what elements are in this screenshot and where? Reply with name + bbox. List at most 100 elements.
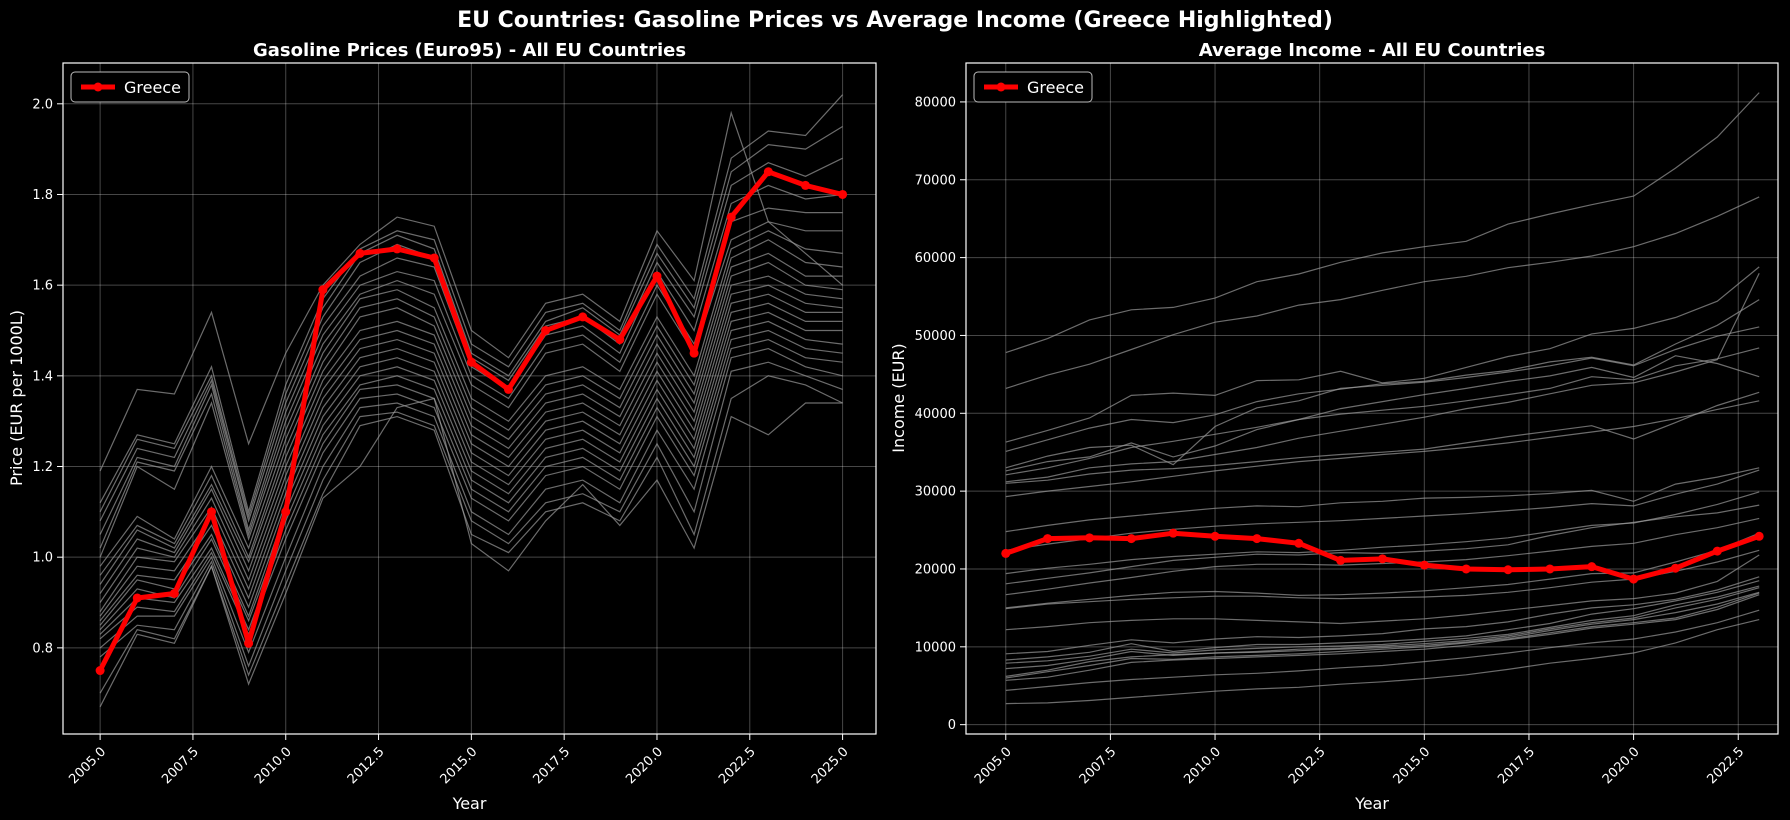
income-country-line: [1005, 517, 1760, 596]
gasoline-y-tick-label: 1.6: [32, 279, 53, 294]
income-x-tick-label: 2010.0: [1181, 744, 1224, 787]
income-greece-point: [1294, 538, 1304, 548]
gasoline-x-tick-label: 2022.5: [716, 744, 759, 787]
gasoline-y-tick-label: 1.4: [32, 369, 53, 384]
gasoline-y-tick-label: 1.0: [32, 551, 53, 566]
income-country-line: [1005, 619, 1760, 705]
income-greece-point: [1043, 534, 1053, 544]
gasoline-greece-point: [355, 248, 365, 258]
income-greece-point: [1503, 565, 1513, 575]
gasoline-y-tick-label: 0.8: [32, 641, 53, 656]
income-plot-frame: [965, 62, 1779, 735]
gasoline-greece-point: [541, 325, 551, 335]
gasoline-greece-point: [763, 167, 773, 177]
gasoline-country-line: [99, 361, 843, 668]
income-x-tick-label: 2022.5: [1705, 744, 1748, 787]
gasoline-y-tick-label: 1.8: [32, 188, 53, 203]
income-greece-point: [1419, 560, 1429, 570]
gasoline-other-series: [99, 94, 844, 708]
figure-suptitle: EU Countries: Gasoline Prices vs Average…: [457, 8, 1333, 33]
income-x-tick-label: 2012.5: [1286, 744, 1329, 787]
income-y-tick-label: 50000: [915, 329, 956, 344]
gasoline-x-tick-label: 2015.0: [438, 744, 481, 787]
gasoline-country-line: [99, 375, 843, 694]
gasoline-legend-marker: [93, 82, 103, 92]
gasoline-country-line: [99, 261, 843, 594]
income-country-line: [1005, 576, 1760, 655]
gasoline-country-line: [99, 284, 843, 612]
income-country-line: [1005, 299, 1760, 452]
gasoline-country-line: [99, 397, 843, 708]
income-legend-label: Greece: [1027, 78, 1084, 97]
income-y-axis-label: Income (EUR): [889, 343, 908, 452]
income-country-line: [1005, 467, 1760, 533]
gasoline-x-axis-label: Year: [452, 794, 487, 813]
income-country-line: [1005, 400, 1760, 498]
gasoline-country-line: [99, 252, 843, 585]
gasoline-greece-point: [578, 312, 588, 322]
income-greece-point: [1336, 555, 1346, 565]
income-country-line: [1005, 587, 1760, 670]
income-greece-point: [1210, 531, 1220, 541]
income-country-line: [1005, 585, 1760, 664]
income-y-tick-label: 0: [948, 718, 956, 733]
income-country-line: [1005, 580, 1760, 661]
income-other-series: [1005, 92, 1760, 705]
income-greece-series: [1001, 528, 1764, 584]
income-chart-title: Average Income - All EU Countries: [1199, 40, 1546, 61]
income-chart: 2005.0 2007.5 2010.0 2012.5 2015.0 2017.5 2020…: [889, 40, 1779, 813]
gasoline-country-line: [99, 125, 843, 519]
gasoline-x-tick-label: 2020.0: [623, 744, 666, 787]
income-greece-point: [1629, 574, 1639, 584]
gasoline-x-tick-label: 2007.5: [159, 744, 202, 787]
gasoline-greece-point: [503, 384, 513, 394]
gasoline-y-tick-label: 2.0: [32, 97, 53, 112]
income-country-line: [1005, 532, 1760, 609]
income-greece-point: [1126, 534, 1136, 544]
gasoline-y-tick-label: 1.2: [32, 460, 53, 475]
gasoline-x-ticks: 2005.0 2007.5 2010.0 2012.5 2015.0 2017.5 2020…: [66, 734, 852, 787]
gasoline-x-tick-label: 2010.0: [252, 744, 295, 787]
income-country-line: [1005, 326, 1760, 469]
gasoline-country-line: [99, 347, 843, 655]
gasoline-chart-title: Gasoline Prices (Euro95) - All EU Countr…: [253, 40, 686, 61]
income-country-line: [1005, 355, 1760, 472]
gasoline-country-line: [99, 230, 843, 567]
income-greece-point: [1587, 562, 1597, 572]
gasoline-greece-point: [689, 348, 699, 358]
income-grid: [966, 63, 1778, 734]
gasoline-price-chart: 2005.0 2007.5 2010.0 2012.5 2015.0 2017.5 2020…: [7, 40, 877, 813]
income-greece-point: [1084, 533, 1094, 543]
income-y-tick-label: 20000: [915, 562, 956, 577]
gasoline-greece-point: [392, 244, 402, 254]
income-greece-point: [1545, 564, 1555, 574]
gasoline-greece-point: [615, 335, 625, 345]
gasoline-x-tick-label: 2025.0: [809, 744, 852, 787]
income-country-line: [1005, 491, 1760, 575]
gasoline-country-line: [99, 329, 843, 635]
income-greece-point: [1670, 563, 1680, 573]
income-country-line: [1005, 196, 1760, 389]
gasoline-greece-point: [169, 588, 179, 598]
income-x-tick-label: 2020.0: [1600, 744, 1643, 787]
income-greece-point: [1168, 528, 1178, 538]
income-legend-box: [973, 71, 1093, 103]
gasoline-country-line: [99, 320, 843, 631]
income-legend-marker: [996, 82, 1006, 92]
gasoline-greece-point: [726, 212, 736, 222]
gasoline-country-line: [99, 338, 843, 640]
income-country-line: [1005, 469, 1760, 551]
income-country-line: [1005, 504, 1760, 585]
income-x-tick-label: 2015.0: [1391, 744, 1434, 787]
income-country-line: [1005, 594, 1760, 681]
gasoline-country-line: [99, 184, 843, 535]
gasoline-country-line: [99, 221, 843, 558]
gasoline-x-tick-label: 2012.5: [345, 744, 388, 787]
income-country-line: [1005, 554, 1760, 631]
income-y-tick-label: 10000: [915, 640, 956, 655]
gasoline-country-line: [99, 275, 843, 603]
gasoline-greece-point: [318, 285, 328, 295]
income-greece-point: [1712, 546, 1722, 556]
